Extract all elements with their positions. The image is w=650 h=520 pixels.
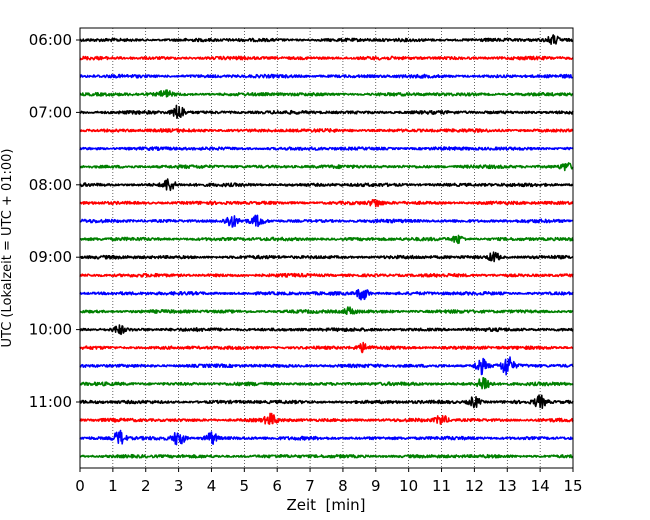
x-tick-label-8: 8 [338,477,348,495]
y-axis: 06:00 07:00 08:00 09:00 10:00 11:00 [29,31,80,411]
trace-0845 [79,234,574,245]
trace-0945 [79,306,574,316]
y-tick-label-2: 08:00 [29,176,72,194]
y-tick-label-1: 07:00 [29,103,72,121]
y-tick-label-3: 09:00 [29,248,72,266]
trace-1030 [79,356,574,376]
trace-1100 [79,394,574,409]
grid-lines [112,28,541,468]
trace-0915 [79,272,574,278]
trace-0830 [79,214,574,228]
trace-0600 [79,34,574,46]
x-tick-label-5: 5 [240,477,250,495]
trace-1145 [79,453,574,459]
x-tick-label-14: 14 [531,477,550,495]
trace-0615 [79,55,574,61]
x-tick-label-0: 0 [75,477,85,495]
plot-frame [79,27,574,469]
trace-0700 [79,104,574,119]
trace-0630 [79,73,574,79]
trace-0715 [79,127,574,133]
y-axis-label: UTC (Lokalzeit = UTC + 01:00) [0,149,15,348]
trace-1045 [79,376,574,390]
trace-1000 [79,324,574,336]
trace-0745 [79,162,574,172]
traces [79,34,574,459]
trace-0815 [79,199,574,208]
x-tick-label-7: 7 [305,477,315,495]
x-tick-label-9: 9 [371,477,381,495]
x-tick-label-2: 2 [141,477,151,495]
trace-0730 [79,146,574,151]
trace-0900 [79,251,574,263]
x-tick-label-13: 13 [498,477,517,495]
x-tick-label-15: 15 [563,477,582,495]
x-tick-label-3: 3 [174,477,184,495]
x-tick-label-12: 12 [465,477,484,495]
trace-0930 [79,288,574,301]
x-tick-label-6: 6 [272,477,282,495]
trace-0800 [79,178,574,192]
trace-1130 [79,429,574,446]
plot-area [80,28,573,468]
x-axis-label: Zeit [min] [286,496,365,514]
trace-1115 [79,412,574,425]
trace-1015 [79,341,574,354]
y-tick-label-5: 11:00 [29,393,72,411]
x-axis: 0 1 2 3 4 5 6 7 8 9 10 11 12 13 14 15 [75,468,583,495]
y-tick-label-0: 06:00 [29,31,72,49]
trace-0645 [79,89,574,98]
x-tick-label-1: 1 [108,477,118,495]
y-tick-label-4: 10:00 [29,321,72,339]
x-tick-label-11: 11 [432,477,451,495]
x-tick-label-10: 10 [399,477,418,495]
x-tick-label-4: 4 [207,477,217,495]
